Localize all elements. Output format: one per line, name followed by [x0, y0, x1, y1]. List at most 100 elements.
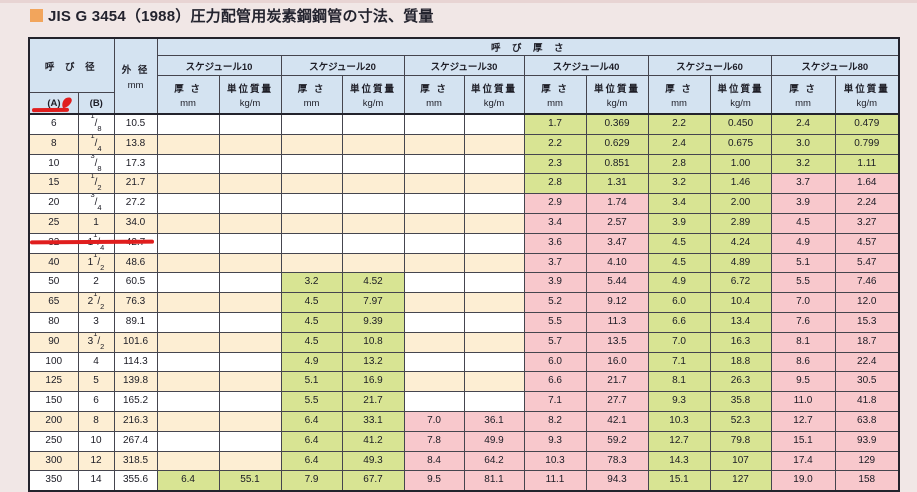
cell-unit-mass: 4.10 — [585, 252, 649, 274]
title-bullet-icon — [30, 9, 43, 22]
cell-thickness: 19.0 — [770, 470, 836, 492]
cell-thickness: 4.9 — [770, 232, 836, 254]
cell-unit-mass: 30.5 — [834, 371, 900, 393]
cell-thickness: 3.9 — [770, 193, 836, 214]
cell-thickness: 8.1 — [647, 371, 711, 393]
cell-empty — [403, 252, 465, 274]
cell-unit-mass: 41.2 — [341, 430, 405, 452]
cell-thickness: 10.3 — [647, 410, 711, 432]
cell-nominal-a: 65 — [28, 292, 79, 313]
cell-thickness: 15.1 — [770, 430, 836, 452]
cell-nominal-b: 4 — [77, 351, 115, 373]
cell-unit-mass: 0.851 — [585, 153, 649, 175]
table-header: 呼 び 径 (A) (B) 外 径 mm 呼 び 厚 さ スケジュール10 スケジ… — [28, 37, 900, 115]
thickness-subheader: 厚 さ mm — [647, 75, 711, 115]
cell-unit-mass: 15.3 — [834, 311, 900, 333]
cell-empty — [156, 371, 220, 393]
cell-outer-diameter: 76.3 — [113, 292, 158, 313]
cell-unit-mass: 42.1 — [585, 410, 649, 432]
cell-thickness: 5.5 — [523, 311, 587, 333]
cell-nominal-b: 8 — [77, 410, 115, 432]
cell-unit-mass: 35.8 — [709, 391, 772, 412]
cell-unit-mass: 1.11 — [834, 153, 900, 175]
page-top-strip — [0, 0, 917, 3]
cell-thickness: 7.0 — [403, 410, 465, 432]
cell-thickness: 2.8 — [647, 153, 711, 175]
cell-empty — [403, 311, 465, 333]
cell-unit-mass: 4.89 — [709, 252, 772, 274]
cell-thickness: 7.6 — [770, 311, 836, 333]
cell-unit-mass: 127 — [709, 470, 772, 492]
cell-empty — [156, 113, 220, 135]
cell-unit-mass: 1.64 — [834, 173, 900, 195]
cell-nominal-a: 25 — [28, 212, 79, 234]
cell-unit-mass: 11.3 — [585, 311, 649, 333]
cell-empty — [218, 410, 282, 432]
unit-mass-subheader: 単位質量 kg/m — [341, 75, 405, 115]
cell-thickness: 4.9 — [280, 351, 343, 373]
cell-outer-diameter: 17.3 — [113, 153, 158, 175]
cell-empty — [218, 292, 282, 313]
schedule-header: スケジュール30 — [403, 54, 525, 77]
cell-empty — [218, 252, 282, 274]
thickness-subheader: 厚 さ mm — [280, 75, 343, 115]
cell-unit-mass: 2.00 — [709, 193, 772, 214]
table-row: 8 1/4 13.8 2.2 0.629 2.4 0.675 3.0 0.799 — [28, 133, 900, 155]
cell-empty — [403, 133, 465, 155]
cell-empty — [218, 232, 282, 254]
cell-thickness: 3.2 — [647, 173, 711, 195]
table-row: 250 10 267.4 6.4 41.2 7.8 49.9 9.3 59.2 12.7 79.8 1… — [28, 430, 900, 452]
cell-outer-diameter: 10.5 — [113, 113, 158, 135]
cell-empty — [463, 292, 525, 313]
cell-empty — [280, 212, 343, 234]
cell-unit-mass: 3.27 — [834, 212, 900, 234]
cell-unit-mass: 4.52 — [341, 272, 405, 294]
cell-unit-mass: 4.57 — [834, 232, 900, 254]
cell-thickness: 2.8 — [523, 173, 587, 195]
page-title: JIS G 3454（1988）圧力配管用炭素鋼鋼管の寸法、質量 — [30, 5, 434, 26]
cell-unit-mass: 79.8 — [709, 430, 772, 452]
title-text: JIS G 3454（1988）圧力配管用炭素鋼鋼管の寸法、質量 — [48, 8, 434, 25]
cell-empty — [463, 212, 525, 234]
thickness-subheader: 厚 さ mm — [523, 75, 587, 115]
cell-thickness: 3.9 — [647, 212, 711, 234]
cell-empty — [280, 113, 343, 135]
table-row: 350 14 355.6 6.4 55.1 7.9 67.7 9.5 81.1 11.1 94.3 1… — [28, 470, 900, 492]
cell-unit-mass: 94.3 — [585, 470, 649, 492]
cell-nominal-b: 10 — [77, 430, 115, 452]
pipe-spec-table: 呼 び 径 (A) (B) 外 径 mm 呼 び 厚 さ スケジュール10 スケジ… — [28, 37, 901, 492]
cell-thickness: 11.0 — [770, 391, 836, 412]
cell-unit-mass: 9.39 — [341, 311, 405, 333]
cell-empty — [156, 410, 220, 432]
cell-unit-mass: 64.2 — [463, 450, 525, 472]
table-row: 100 4 114.3 4.9 13.2 6.0 16.0 7.1 18.8 8.6 22.4 — [28, 351, 900, 373]
cell-empty — [218, 193, 282, 214]
table-row: 15 1/2 21.7 2.8 1.31 3.2 1.46 3.7 1.64 — [28, 173, 900, 195]
cell-nominal-b: 1/8 — [77, 113, 115, 135]
cell-unit-mass: 0.450 — [709, 113, 772, 135]
cell-outer-diameter: 139.8 — [113, 371, 158, 393]
table-row: 200 8 216.3 6.4 33.1 7.0 36.1 8.2 42.1 10.3 52.3 12… — [28, 410, 900, 432]
cell-thickness: 5.5 — [280, 391, 343, 412]
cell-outer-diameter: 42.7 — [113, 232, 158, 254]
cell-empty — [341, 212, 405, 234]
cell-unit-mass: 107 — [709, 450, 772, 472]
cell-empty — [218, 272, 282, 294]
cell-empty — [156, 351, 220, 373]
cell-empty — [341, 232, 405, 254]
cell-empty — [403, 272, 465, 294]
cell-unit-mass: 12.0 — [834, 292, 900, 313]
schedule-header: スケジュール20 — [280, 54, 405, 77]
cell-thickness: 12.7 — [647, 430, 711, 452]
col-b-header: (B) — [89, 97, 103, 109]
cell-unit-mass: 1.00 — [709, 153, 772, 175]
cell-empty — [341, 133, 405, 155]
cell-outer-diameter: 318.5 — [113, 450, 158, 472]
cell-thickness: 2.4 — [770, 113, 836, 135]
cell-unit-mass: 158 — [834, 470, 900, 492]
thickness-subheader: 厚 さ mm — [403, 75, 465, 115]
cell-unit-mass: 93.9 — [834, 430, 900, 452]
cell-thickness: 7.0 — [770, 292, 836, 313]
cell-thickness: 8.1 — [770, 331, 836, 353]
cell-empty — [341, 113, 405, 135]
